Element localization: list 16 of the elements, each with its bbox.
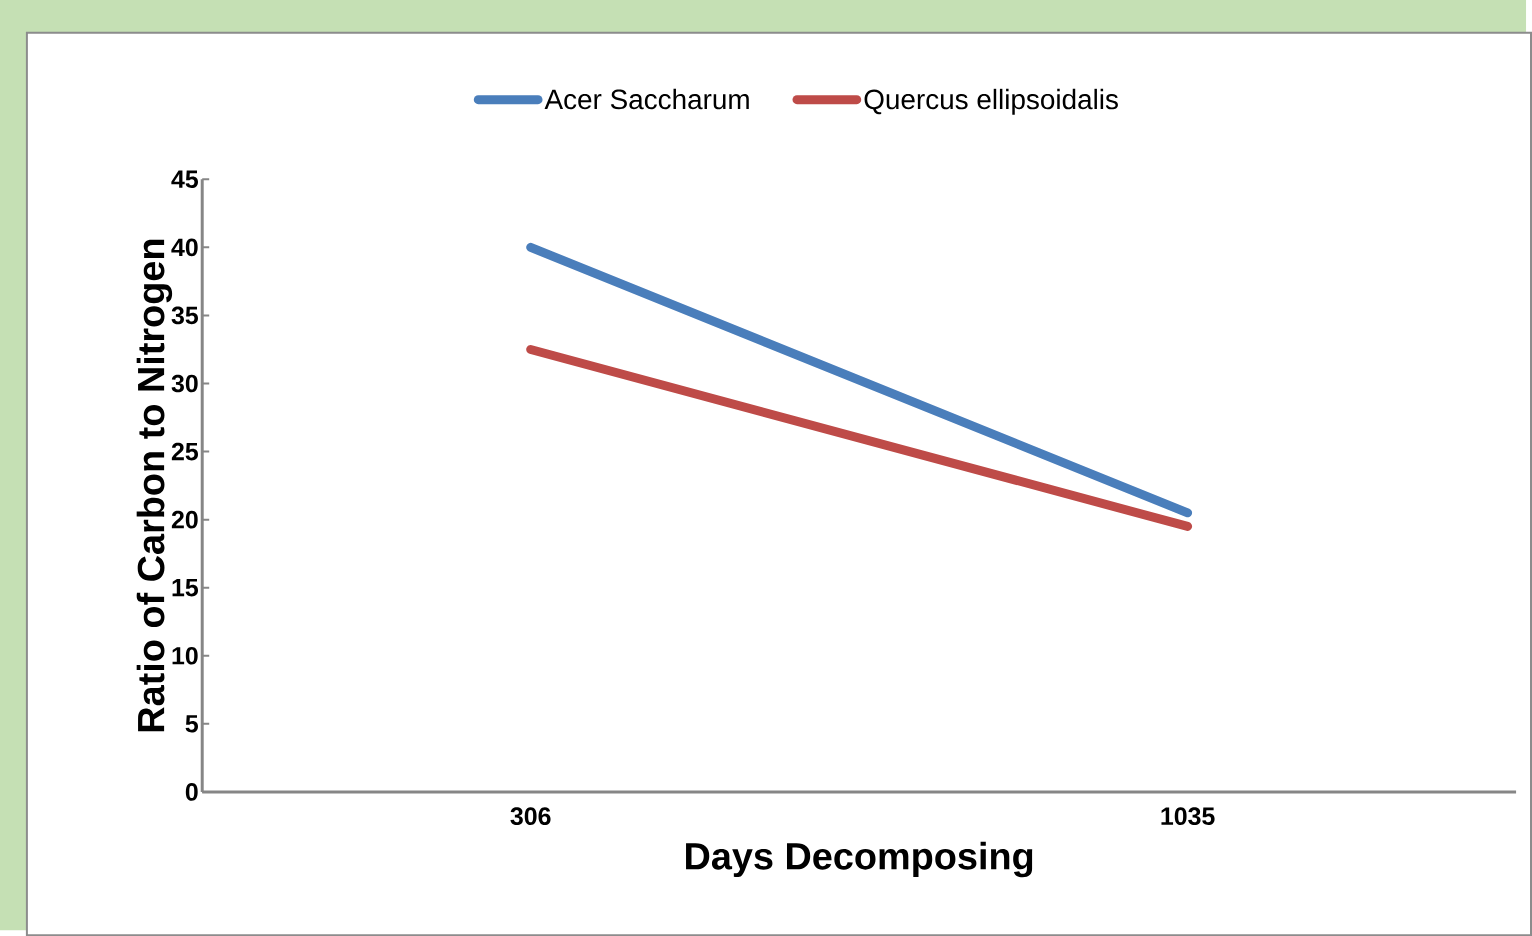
y-tick-label: 40 <box>171 238 198 257</box>
y-axis-title: Ratio of Carbon to Nitrogen <box>136 239 173 732</box>
x-tick-label: 306 <box>510 807 551 825</box>
legend-label: Acer Saccharum <box>544 88 749 110</box>
x-tick-label: 1035 <box>1161 807 1215 825</box>
y-tick-label: 15 <box>172 578 198 597</box>
y-tick-label: 35 <box>171 306 198 325</box>
y-tick-label: 20 <box>171 510 198 529</box>
y-tick-label: 45 <box>171 170 198 188</box>
legend-label: Quercus ellipsoidalis <box>864 88 1118 115</box>
y-tick-label: 25 <box>171 442 198 461</box>
y-tick-label: 5 <box>185 714 198 733</box>
y-tick-label: 10 <box>172 646 198 665</box>
x-axis-title: Days Decomposing <box>686 841 1033 878</box>
y-tick-label: 30 <box>171 374 198 393</box>
y-tick-label: 0 <box>185 782 198 801</box>
